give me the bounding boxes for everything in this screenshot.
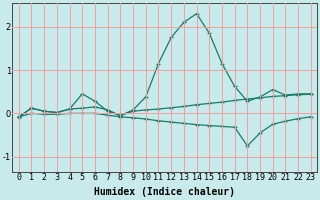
X-axis label: Humidex (Indice chaleur): Humidex (Indice chaleur) — [94, 187, 235, 197]
